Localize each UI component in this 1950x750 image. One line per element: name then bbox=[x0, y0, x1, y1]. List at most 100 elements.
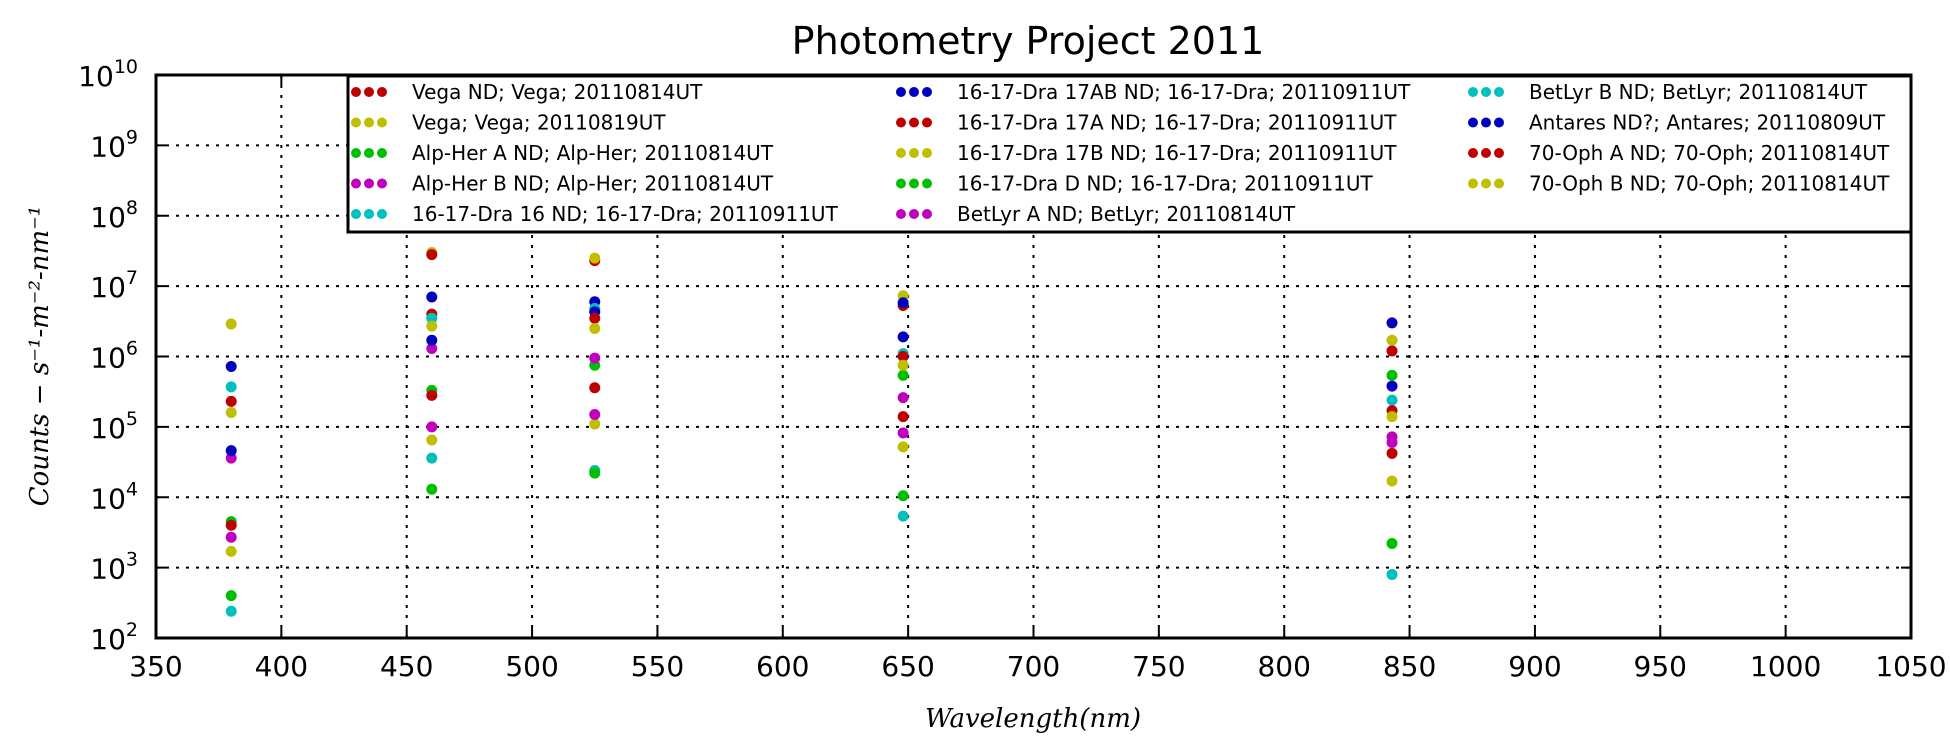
y-tick-label: 103 bbox=[90, 549, 138, 586]
data-point bbox=[225, 531, 237, 543]
data-point bbox=[426, 389, 438, 401]
legend-marker bbox=[922, 178, 932, 189]
legend-marker bbox=[922, 209, 932, 219]
legend-marker bbox=[896, 209, 906, 219]
series-10 bbox=[225, 408, 1398, 543]
legend-label: 16-17-Dra D ND; 16-17-Dra; 20110911UT bbox=[957, 172, 1374, 196]
data-point bbox=[426, 483, 438, 495]
legend-label: Alp-Her B ND; Alp-Her; 20110814UT bbox=[412, 172, 774, 196]
legend-entry-14: 70-Oph B ND; 70-Oph; 20110814UT bbox=[1468, 172, 1890, 196]
data-point bbox=[426, 249, 438, 261]
x-tick-labels: 350 400 450 500 550 600 650 700 750 800 850 900 950 1… bbox=[129, 650, 1946, 683]
data-point bbox=[225, 318, 237, 330]
legend-label: 70-Oph B ND; 70-Oph; 20110814UT bbox=[1529, 172, 1890, 196]
y-tick-label: 107 bbox=[90, 267, 138, 304]
x-tick-label: 400 bbox=[255, 650, 308, 683]
legend-marker bbox=[364, 148, 374, 158]
data-point bbox=[1386, 568, 1398, 580]
legend-marker bbox=[351, 87, 361, 97]
legend-entry-8: 16-17-Dra 17B ND; 16-17-Dra; 20110911UT bbox=[896, 141, 1397, 165]
data-point bbox=[1386, 538, 1398, 550]
legend-entry-2: Vega; Vega; 20110819UT bbox=[351, 111, 666, 135]
data-point bbox=[589, 408, 601, 420]
legend-box bbox=[346, 74, 1913, 234]
x-tick-label: 450 bbox=[380, 650, 433, 683]
series-13 bbox=[426, 249, 1398, 417]
series-5 bbox=[225, 452, 1398, 617]
data-point bbox=[426, 434, 438, 446]
legend-label: BetLyr A ND; BetLyr; 20110814UT bbox=[957, 202, 1296, 226]
legend: Vega ND; Vega; 20110814UT Vega; Vega; 201… bbox=[346, 74, 1913, 234]
series-11 bbox=[225, 303, 1398, 406]
series-12 bbox=[225, 306, 1398, 457]
legend-marker bbox=[1468, 148, 1478, 158]
legend-entry-7: 16-17-Dra 17A ND; 16-17-Dra; 20110911UT bbox=[896, 111, 1397, 135]
data-point bbox=[225, 361, 237, 373]
legend-marker bbox=[351, 148, 361, 158]
legend-marker bbox=[377, 87, 387, 97]
legend-marker bbox=[351, 178, 361, 189]
legend-marker bbox=[1481, 148, 1491, 158]
legend-marker bbox=[896, 117, 906, 128]
x-tick-label: 1000 bbox=[1750, 650, 1821, 683]
series-3 bbox=[225, 359, 1398, 528]
legend-label: 16-17-Dra 16 ND; 16-17-Dra; 20110911UT bbox=[412, 202, 839, 226]
data-point bbox=[225, 545, 237, 557]
data-point bbox=[225, 381, 237, 393]
legend-marker bbox=[922, 117, 932, 128]
y-tick-label: 105 bbox=[90, 408, 138, 445]
x-tick-label: 850 bbox=[1383, 650, 1436, 683]
data-point bbox=[225, 590, 237, 602]
y-axis-label: Counts − s⁻¹-m⁻²-nm⁻¹ bbox=[25, 206, 55, 507]
y-tick-labels: 102 103 104 105 106 107 108 109 1010 bbox=[78, 56, 138, 656]
data-point bbox=[897, 427, 909, 439]
data-point bbox=[1386, 436, 1398, 448]
legend-label: Vega; Vega; 20110819UT bbox=[412, 111, 666, 135]
legend-label: BetLyr B ND; BetLyr; 20110814UT bbox=[1529, 80, 1868, 104]
legend-marker bbox=[364, 209, 374, 219]
legend-entry-11: BetLyr B ND; BetLyr; 20110814UT bbox=[1468, 80, 1868, 104]
data-point bbox=[589, 352, 601, 364]
data-point bbox=[897, 490, 909, 502]
series-8 bbox=[225, 418, 1398, 557]
legend-label: 70-Oph A ND; 70-Oph; 20110814UT bbox=[1529, 141, 1890, 165]
data-point bbox=[426, 452, 438, 464]
data-point bbox=[426, 334, 438, 346]
data-point bbox=[589, 252, 601, 264]
legend-entry-4: Alp-Her B ND; Alp-Her; 20110814UT bbox=[351, 172, 774, 196]
y-tick-label: 1010 bbox=[78, 56, 138, 93]
legend-marker bbox=[922, 87, 932, 97]
data-point bbox=[897, 411, 909, 423]
legend-marker bbox=[351, 117, 361, 128]
data-point bbox=[1386, 317, 1398, 329]
legend-marker bbox=[1481, 87, 1491, 97]
legend-marker bbox=[1494, 117, 1504, 128]
series-4 bbox=[225, 342, 1398, 464]
data-point bbox=[426, 421, 438, 433]
data-point bbox=[426, 320, 438, 332]
chart-title: Photometry Project 2011 bbox=[792, 19, 1265, 63]
legend-marker bbox=[896, 87, 906, 97]
data-point bbox=[589, 418, 601, 430]
legend-marker bbox=[1468, 178, 1478, 189]
data-point bbox=[1386, 369, 1398, 381]
legend-marker bbox=[364, 87, 374, 97]
legend-marker bbox=[364, 178, 374, 189]
data-point bbox=[1386, 394, 1398, 406]
legend-marker bbox=[922, 148, 932, 158]
legend-marker bbox=[1468, 87, 1478, 97]
x-tick-label: 650 bbox=[881, 650, 934, 683]
series-2 bbox=[225, 247, 1398, 346]
legend-marker bbox=[909, 87, 919, 97]
x-tick-label: 600 bbox=[756, 650, 809, 683]
x-axis-label: Wavelength(nm) bbox=[925, 704, 1141, 734]
legend-marker bbox=[909, 209, 919, 219]
legend-marker bbox=[1494, 178, 1504, 189]
data-point bbox=[1386, 447, 1398, 459]
legend-label: 16-17-Dra 17B ND; 16-17-Dra; 20110911UT bbox=[957, 141, 1397, 165]
legend-marker bbox=[1468, 117, 1478, 128]
series-6 bbox=[225, 291, 1398, 373]
legend-marker bbox=[909, 178, 919, 189]
data-point bbox=[589, 382, 601, 394]
